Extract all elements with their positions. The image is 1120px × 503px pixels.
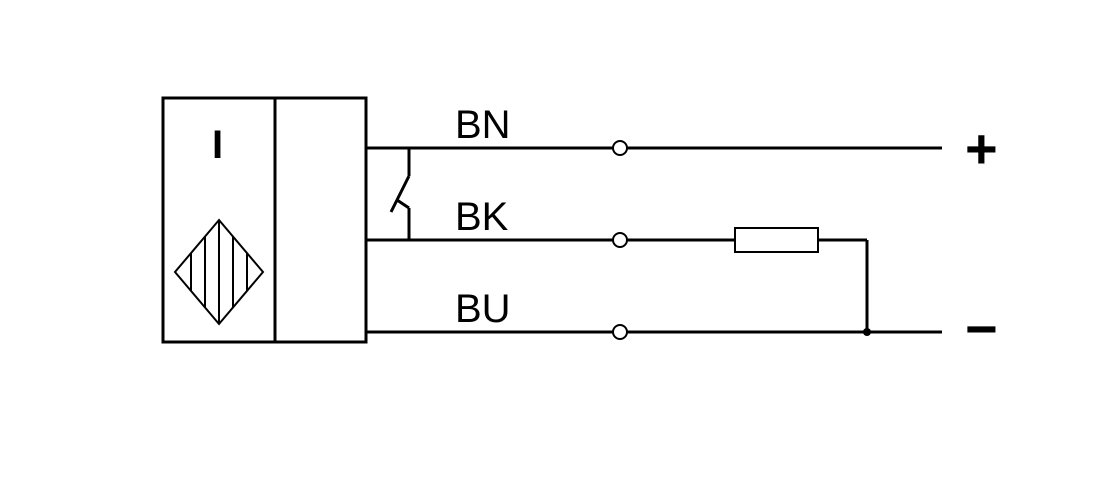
plus-label: + <box>965 117 998 180</box>
switch-symbol <box>391 148 409 240</box>
label-bn: BN <box>455 103 511 147</box>
sensor-type-label: I <box>212 123 223 167</box>
terminal-bk <box>613 233 627 247</box>
wire-bk: BK <box>366 195 871 336</box>
terminal-bu <box>613 325 627 339</box>
label-bk: BK <box>455 195 509 239</box>
load-resistor <box>735 228 818 252</box>
wire-bn: BN <box>366 103 942 155</box>
terminal-bn <box>613 141 627 155</box>
minus-label: − <box>965 297 998 360</box>
wiring-diagram: I BN <box>0 0 1120 503</box>
wire-bu: BU <box>366 287 942 339</box>
sensor-box <box>163 98 366 342</box>
label-bu: BU <box>455 287 511 331</box>
